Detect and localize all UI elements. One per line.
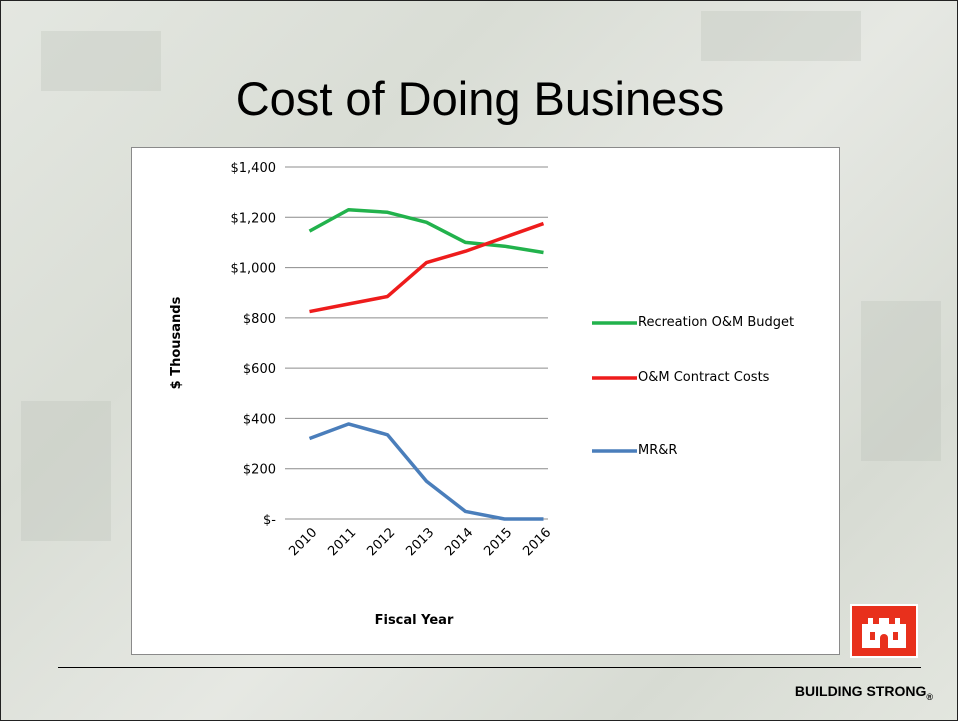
y-tick-label: $600 — [243, 362, 276, 377]
x-tick-label: 2012 — [364, 525, 398, 559]
series-line — [308, 207, 544, 255]
y-tick-label: $200 — [243, 463, 276, 478]
y-tick-label: $1,200 — [231, 211, 277, 226]
footer-text: BUILDING STRONG — [794, 683, 927, 699]
background-patch — [21, 401, 111, 541]
x-tick-label: 2015 — [481, 525, 515, 559]
y-tick-label: $1,400 — [231, 161, 277, 176]
background-patch — [41, 31, 161, 91]
series-line — [308, 422, 544, 521]
chart: $- $200 $400 $600 $800 $1,000 $1,200 $1,400 2010… — [169, 161, 637, 628]
footer-mark: ® — [926, 691, 933, 702]
legend-label: MR&R — [638, 443, 678, 458]
x-tick-label: 2013 — [403, 525, 437, 559]
background-patch — [701, 11, 861, 61]
y-tick-label: $400 — [243, 412, 276, 427]
legend-label: O&M Contract Costs — [638, 370, 770, 385]
slide-title: Cost of Doing Business — [235, 72, 725, 125]
x-axis-label: Fiscal Year — [375, 613, 454, 628]
footer: BUILDING STRONG® — [795, 683, 933, 702]
logo — [850, 604, 918, 658]
x-tick-label: 2016 — [520, 525, 554, 559]
x-tick-label: 2011 — [325, 525, 359, 559]
x-tick-label: 2010 — [286, 525, 320, 559]
y-axis-label: $ Thousands — [169, 296, 184, 389]
y-tick-label: $800 — [243, 312, 276, 327]
legend-label: Recreation O&M Budget — [638, 315, 795, 330]
background-patch — [861, 301, 941, 461]
series-line — [309, 221, 545, 314]
footer-rule — [58, 667, 921, 668]
y-tick-label: $- — [263, 513, 276, 528]
x-tick-label: 2014 — [442, 525, 476, 559]
chart-box: $- $200 $400 $600 $800 $1,000 $1,200 $1,400 2010… — [131, 147, 840, 655]
y-tick-label: $1,000 — [231, 262, 277, 277]
